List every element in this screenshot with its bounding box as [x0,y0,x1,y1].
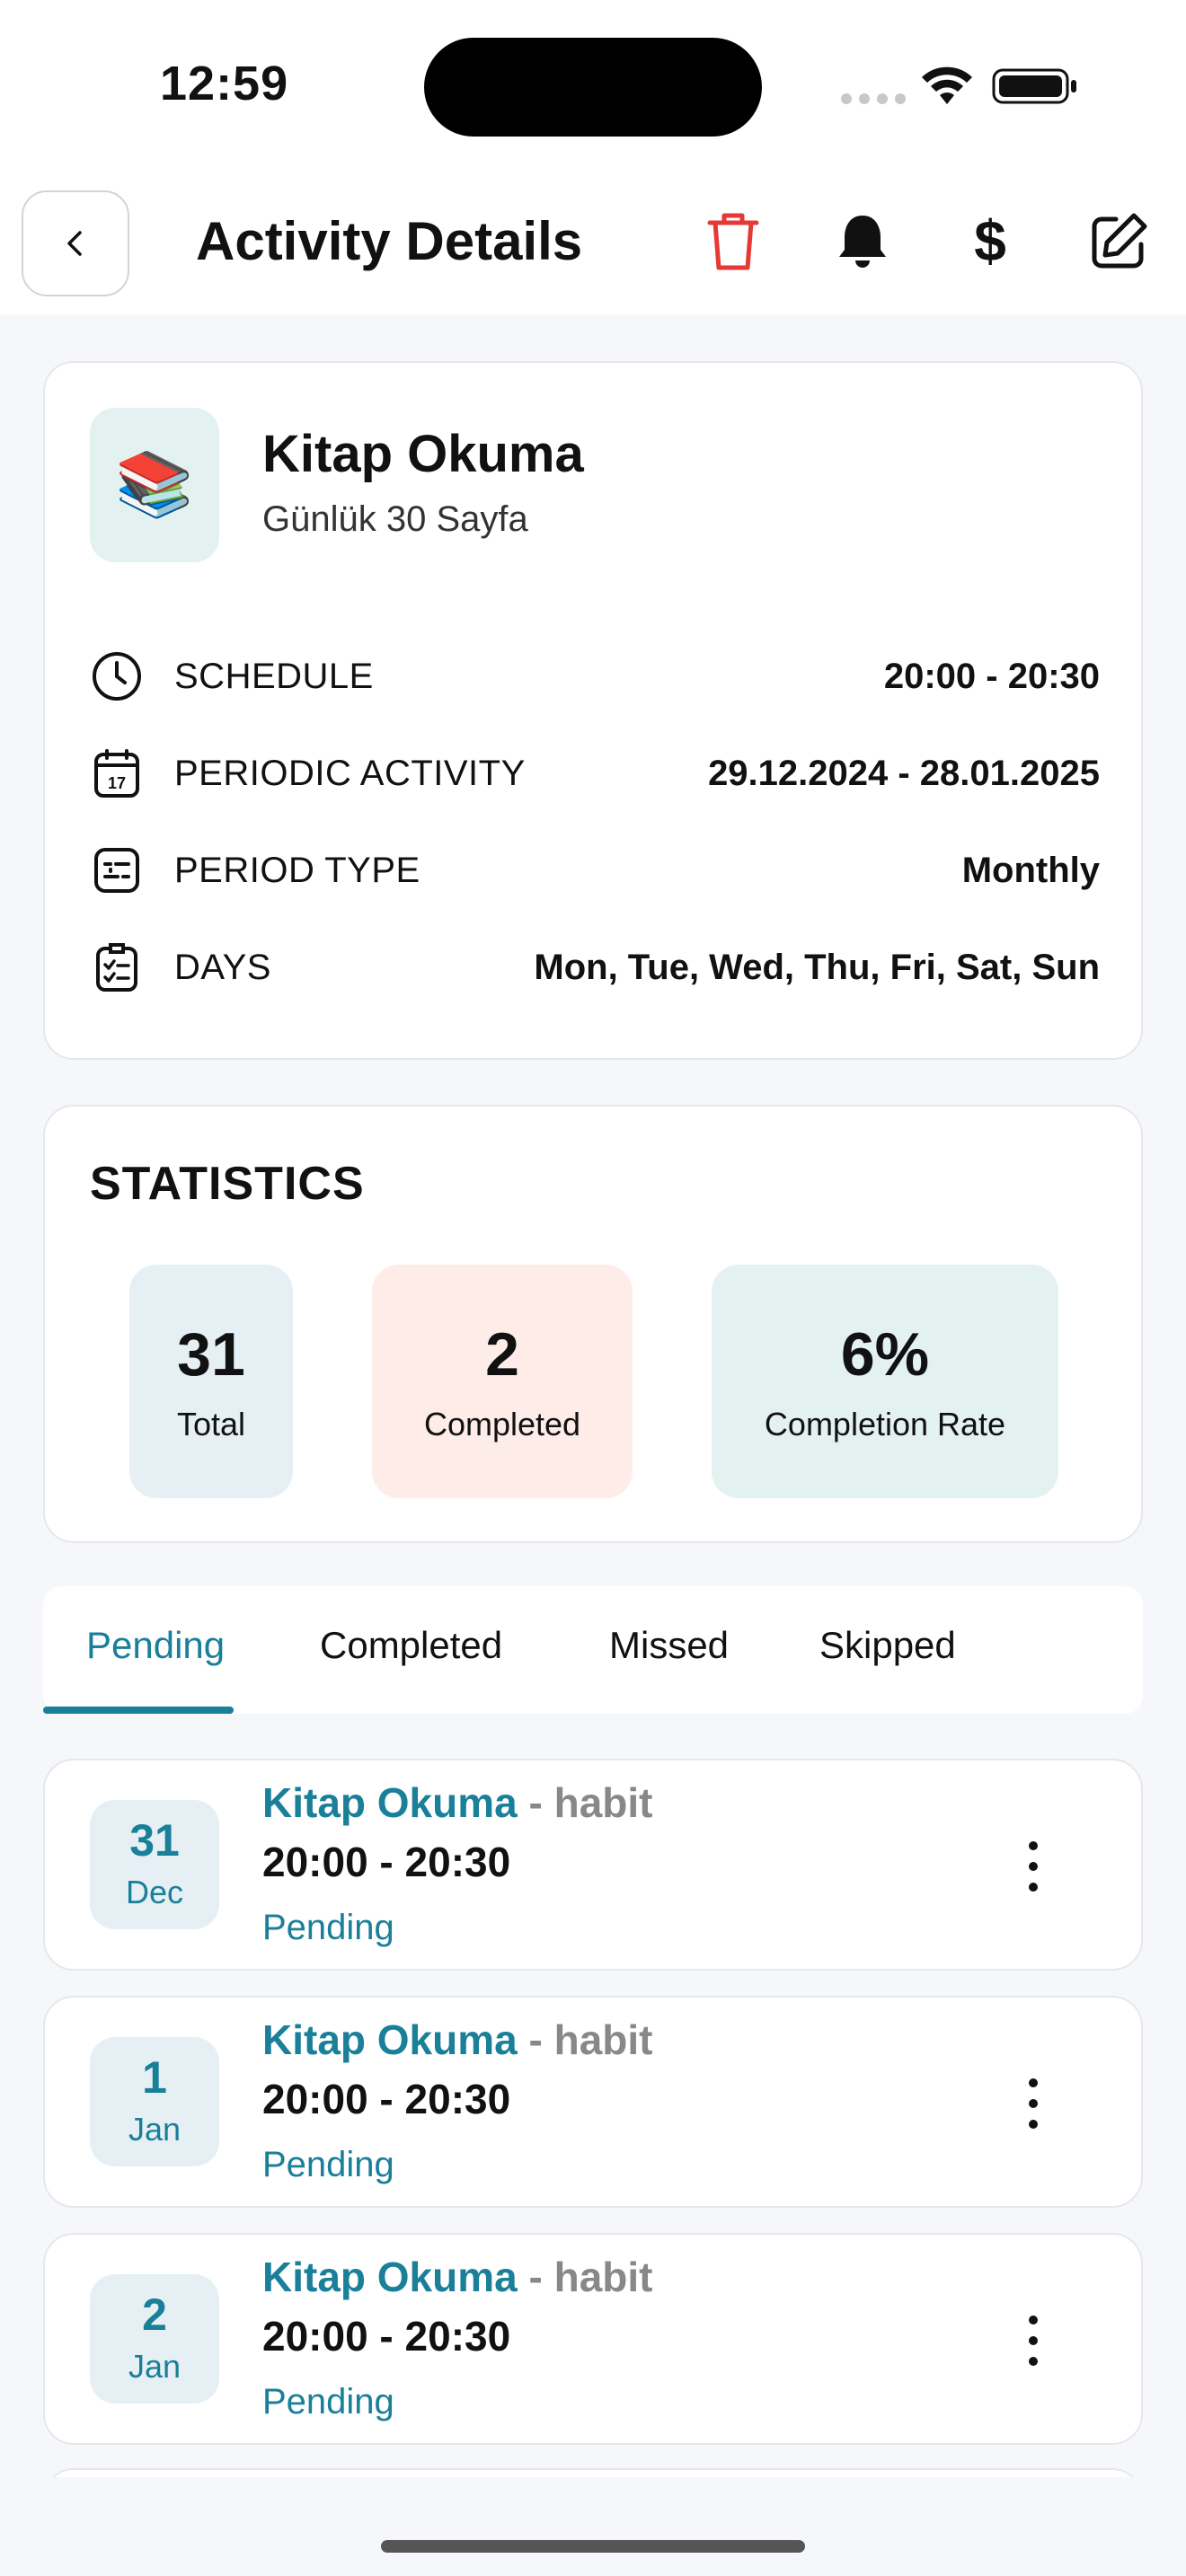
tab-skipped[interactable]: Skipped [819,1624,956,1666]
period-type-row: PERIOD TYPE Monthly [90,839,1100,902]
date-day: 2 [142,2289,167,2340]
item-time: 20:00 - 20:30 [262,2313,511,2360]
calendar-icon: 17 [90,746,144,800]
stat-rate-label: Completion Rate [764,1406,1006,1442]
more-options-icon[interactable] [1015,2078,1051,2129]
delete-button[interactable] [699,207,767,275]
periodic-activity-row: 17 PERIODIC ACTIVITY 29.12.2024 - 28.01.… [90,742,1100,805]
stat-completed: 2 Completed [372,1265,633,1498]
item-type: - habit [517,2254,653,2300]
schedule-label: SCHEDULE [174,656,374,696]
books-icon: 📚 [115,449,194,519]
activity-subtitle: Günlük 30 Sayfa [262,499,528,539]
battery-icon [992,68,1076,104]
stat-total: 31 Total [129,1265,293,1498]
active-tab-indicator [43,1707,234,1714]
item-title: Kitap Okuma - habit [262,1778,653,1827]
item-type: - habit [517,1779,653,1826]
edit-icon [1092,213,1147,269]
schedule-row: SCHEDULE 20:00 - 20:30 [90,645,1100,708]
item-status: Pending [262,1908,394,1947]
list-item[interactable]: 2 Jan Kitap Okuma - habit 20:00 - 20:30 … [43,2233,1143,2445]
list-item[interactable]: 1 Jan Kitap Okuma - habit 20:00 - 20:30 … [43,1996,1143,2208]
periodic-activity-label: PERIODIC ACTIVITY [174,753,526,793]
checklist-icon [90,940,144,994]
home-indicator[interactable] [381,2540,805,2553]
date-month: Jan [128,2111,181,2148]
cellular-signal-icon [841,93,906,104]
statistics-card: STATISTICS 31 Total 2 Completed 6% Compl… [43,1105,1143,1543]
page-title: Activity Details [196,211,583,271]
stat-total-value: 31 [177,1320,245,1389]
tab-missed[interactable]: Missed [609,1624,730,1666]
clock-icon [90,649,144,703]
edit-button[interactable] [1085,207,1154,275]
stat-rate-value: 6% [840,1320,930,1389]
notification-button[interactable] [828,207,897,275]
date-day: 1 [142,2052,167,2103]
item-title: Kitap Okuma - habit [262,2016,653,2064]
schedule-value: 20:00 - 20:30 [883,656,1100,696]
dollar-icon: $ [974,208,1006,273]
trash-icon [707,213,759,270]
item-status: Pending [262,2145,394,2184]
more-options-icon[interactable] [1015,1841,1051,1892]
periodic-activity-value: 29.12.2024 - 28.01.2025 [708,753,1100,793]
date-month: Dec [125,1874,184,1910]
back-button[interactable] [22,190,129,296]
item-status: Pending [262,2382,394,2422]
item-type: - habit [517,2016,653,2063]
activity-name: Kitap Okuma [262,425,584,483]
date-badge: 2 Jan [90,2274,219,2404]
item-time: 20:00 - 20:30 [262,1839,511,1885]
status-time: 12:59 [160,57,289,110]
item-name: Kitap Okuma [262,2016,518,2063]
date-day: 31 [129,1815,180,1866]
item-title: Kitap Okuma - habit [262,2253,653,2301]
period-type-label: PERIOD TYPE [174,850,420,890]
chevron-left-icon [67,231,82,256]
statistics-title: STATISTICS [90,1158,365,1210]
dynamic-island [424,38,762,137]
days-row: DAYS Mon, Tue, Wed, Thu, Fri, Sat, Sun [90,936,1100,999]
date-badge: 1 Jan [90,2037,219,2166]
days-label: DAYS [174,947,271,987]
svg-text:17: 17 [108,774,126,792]
bottom-safe-area [0,2477,1186,2576]
wifi-icon [922,66,972,104]
date-badge: 31 Dec [90,1800,219,1929]
activity-card: 📚 Kitap Okuma Günlük 30 Sayfa SCHEDULE 2… [43,361,1143,1060]
status-bar: 12:59 [0,0,1186,171]
item-name: Kitap Okuma [262,2254,518,2300]
days-value: Mon, Tue, Wed, Thu, Fri, Sat, Sun [534,947,1100,987]
stat-completed-value: 2 [485,1320,519,1389]
stat-total-label: Total [176,1406,246,1442]
list-item[interactable]: 31 Dec Kitap Okuma - habit 20:00 - 20:30… [43,1759,1143,1971]
more-options-icon[interactable] [1015,2316,1051,2366]
item-time: 20:00 - 20:30 [262,2076,511,2122]
period-type-value: Monthly [961,850,1100,890]
tab-completed[interactable]: Completed [320,1624,503,1666]
tab-pending[interactable]: Pending [86,1624,226,1666]
bell-icon [839,216,886,268]
stat-completion-rate: 6% Completion Rate [712,1265,1058,1498]
date-month: Jan [128,2348,181,2385]
period-type-icon [90,843,144,897]
status-tabs: Pending Completed Missed Skipped [43,1586,1143,1714]
item-name: Kitap Okuma [262,1779,518,1826]
price-button[interactable]: $ [956,207,1024,275]
stat-completed-label: Completed [423,1406,581,1442]
activity-icon-box: 📚 [90,408,219,562]
app-header: Activity Details $ [0,171,1186,314]
